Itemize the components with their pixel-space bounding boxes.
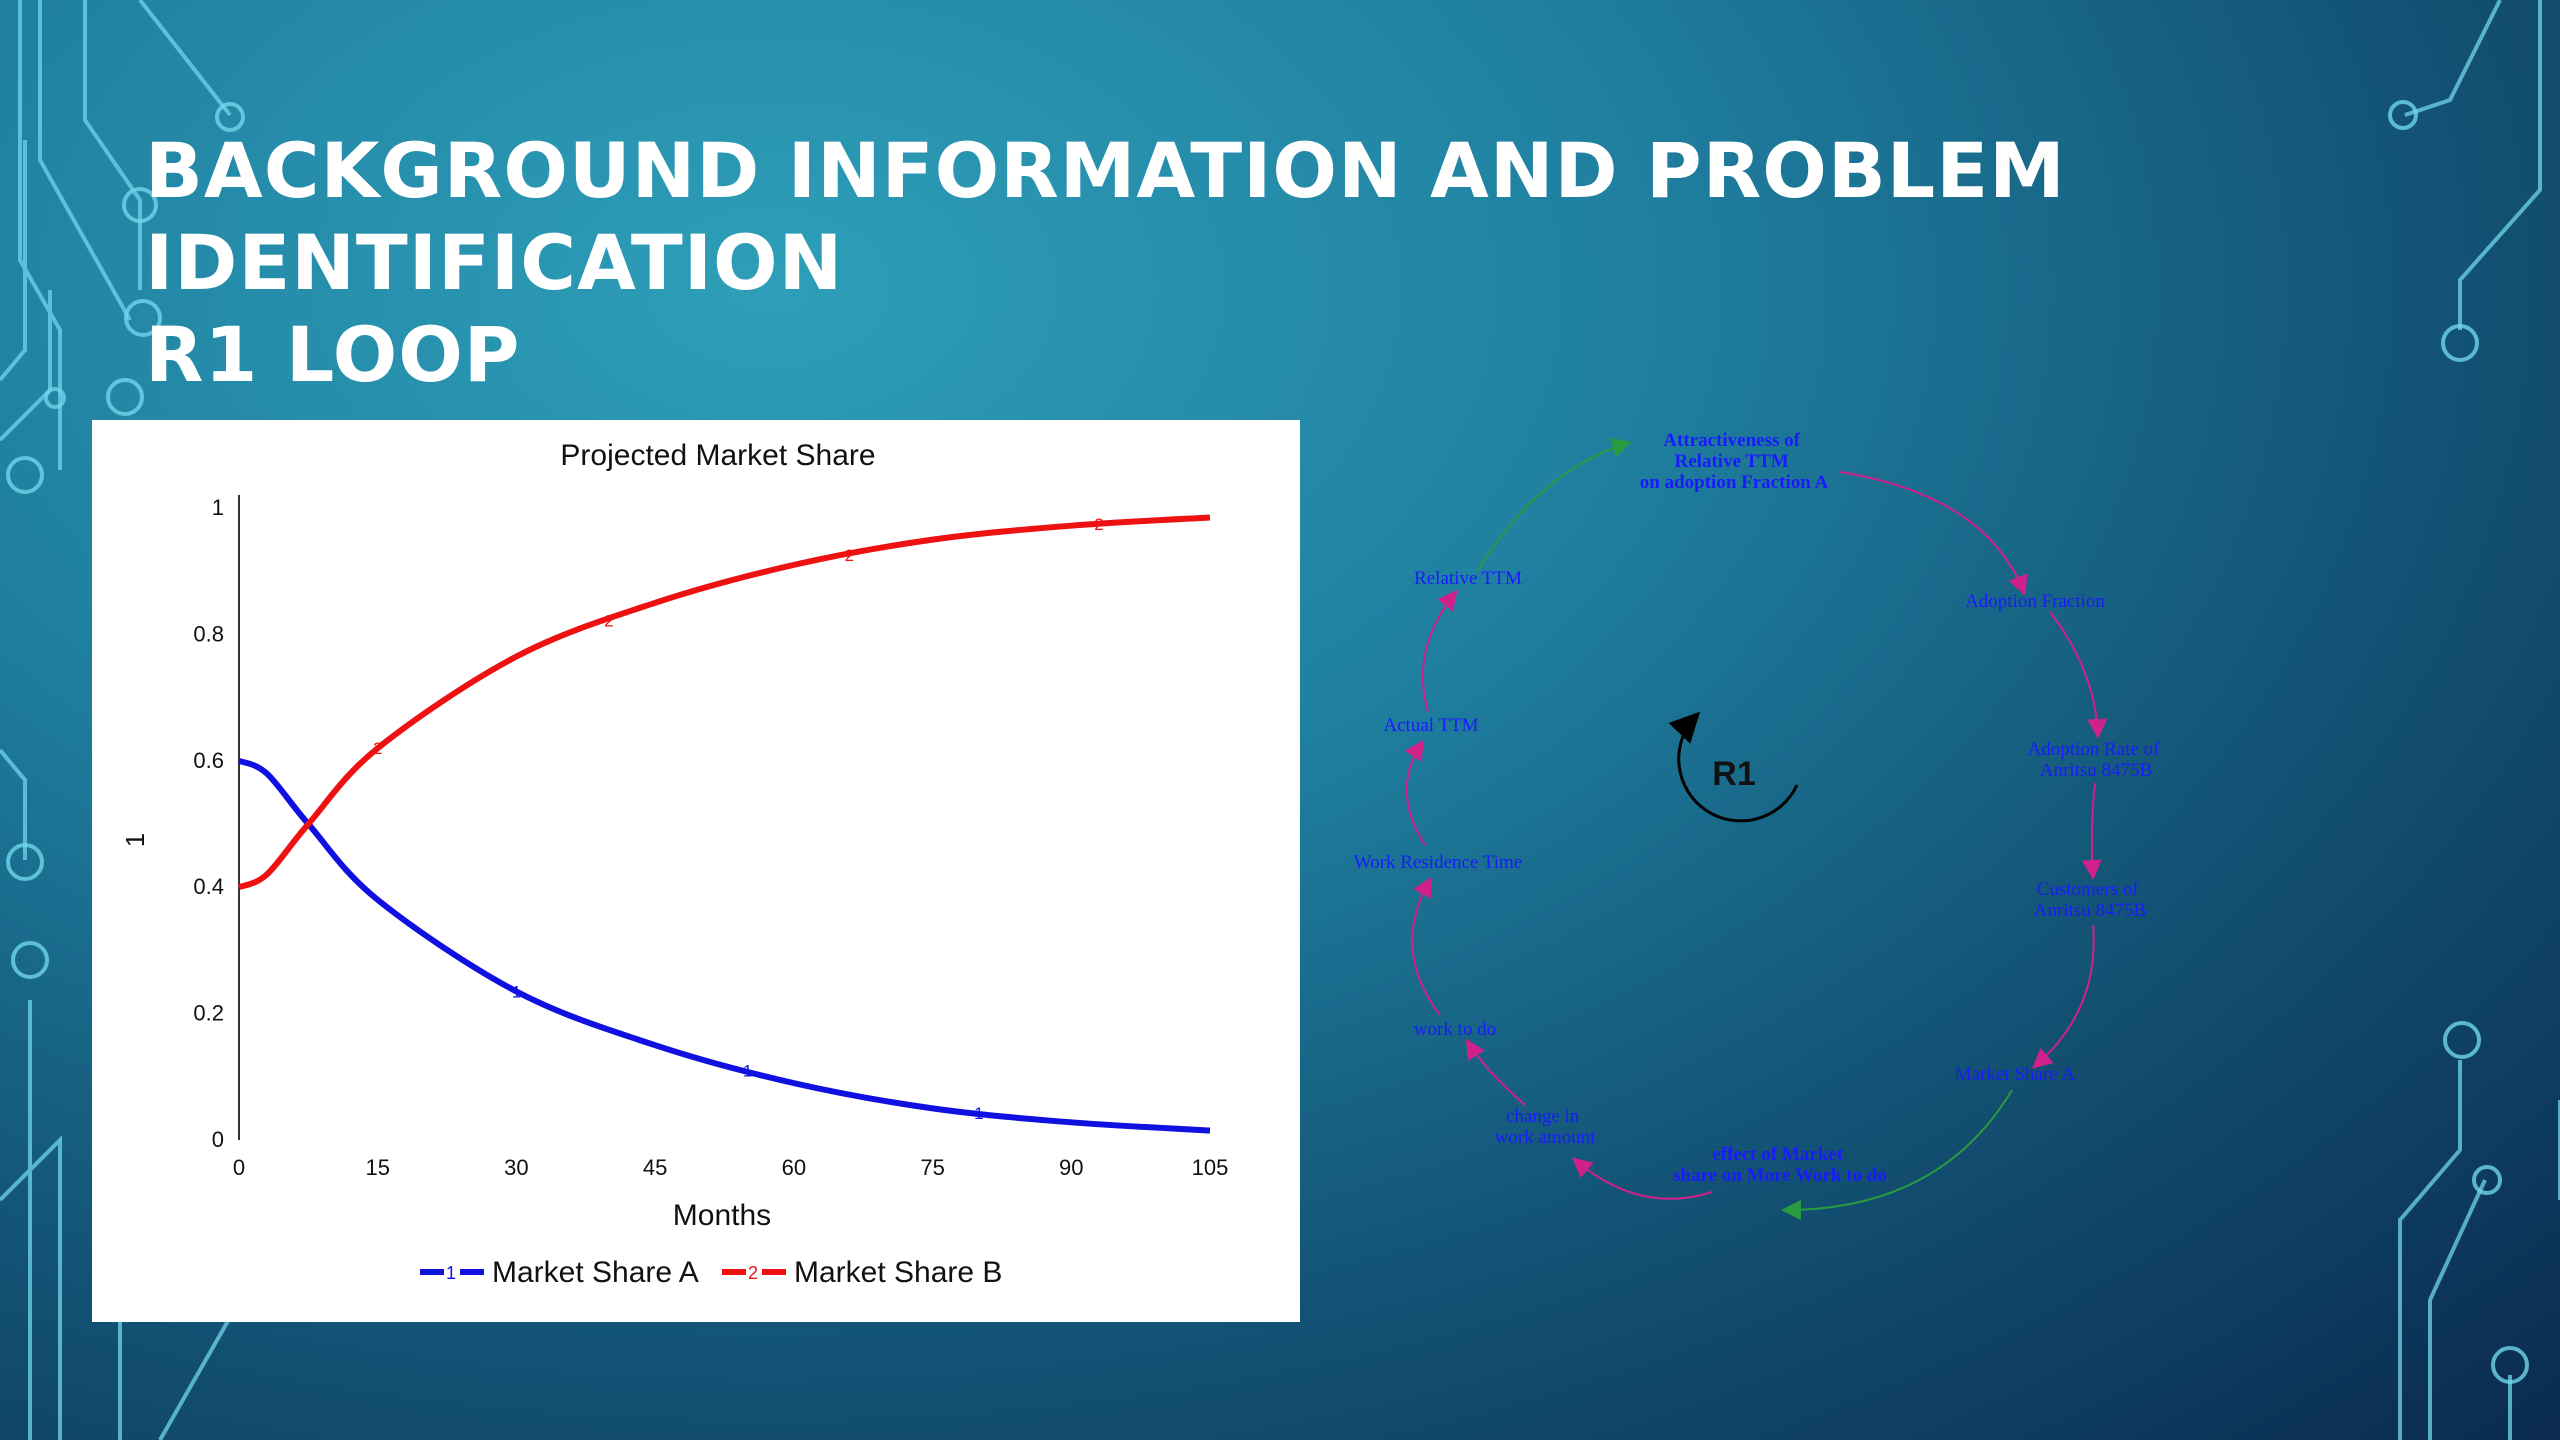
slide-title: BACKGROUND INFORMATION AND PROBLEM IDENT…	[145, 125, 2560, 401]
link-effect-to-change-in-work	[1571, 1157, 1713, 1200]
series-marker-label: 2	[373, 739, 382, 758]
var-effect-of-market-share: effect of Market share on More Work to d…	[1673, 1144, 1887, 1186]
legend-label-b: Market Share B	[794, 1256, 1002, 1289]
var-work-to-do: work to do	[1414, 1019, 1496, 1040]
y-tick-label: 1	[212, 495, 224, 520]
link-attractiveness-to-adoption-fraction	[1839, 471, 2028, 596]
legend-label-a: Market Share A	[492, 1256, 699, 1289]
legend-marker-a: 1	[446, 1263, 456, 1283]
var-actual-ttm: Actual TTM	[1383, 715, 1478, 736]
chart-xlabel: Months	[673, 1199, 771, 1232]
slide-title-line2: R1 LOOP	[145, 310, 521, 399]
chart-title: Projected Market Share	[560, 439, 875, 472]
x-tick-label: 105	[1192, 1155, 1229, 1180]
var-adoption-fraction: Adoption Fraction	[1965, 591, 2105, 612]
x-tick-label: 60	[782, 1155, 806, 1180]
y-tick-label: 0	[212, 1127, 224, 1152]
y-tick-label: 0.6	[193, 748, 224, 773]
series-marker-label: 2	[845, 546, 854, 565]
link-residence-to-actual-ttm	[1404, 739, 1426, 846]
loop-arrow-icon	[1668, 711, 1799, 823]
var-adoption-rate: Adoption Rate of Anritsu 8475B	[2028, 739, 2165, 781]
chart-legend: 1 Market Share A 2 Market Share B	[420, 1256, 1002, 1289]
slide-title-line1: BACKGROUND INFORMATION AND PROBLEM IDENT…	[145, 126, 2066, 307]
x-tick-label: 45	[643, 1155, 667, 1180]
series-marker-label: 2	[1094, 515, 1103, 534]
series-line-market-share-b	[237, 514, 1211, 891]
series-marker-label: 1	[743, 1061, 752, 1080]
x-tick-label: 30	[504, 1155, 528, 1180]
link-customers-to-market-share	[2031, 924, 2095, 1069]
var-relative-ttm: Relative TTM	[1414, 568, 1522, 589]
loop-label: R1	[1712, 755, 1755, 793]
series-marker-label: 1	[974, 1104, 983, 1123]
x-tick-label: 75	[920, 1155, 944, 1180]
series-marker-label: 2	[604, 612, 613, 631]
market-share-chart: Projected Market Share Months 1 0 15 30 45 6…	[92, 420, 1300, 1322]
link-rate-to-customers	[2081, 782, 2102, 880]
legend-marker-b: 2	[748, 1263, 758, 1283]
chart-canvas: Projected Market Share Months 1 0 15 30 45 6…	[120, 439, 1228, 1289]
y-tick-label: 0.8	[193, 621, 224, 646]
var-change-in-work: change in work amount	[1495, 1106, 1597, 1148]
var-market-share-a: Market Share A	[1955, 1064, 2076, 1085]
chart-series: 1 1 1 2 2 2 2	[237, 514, 1211, 1134]
var-work-residence-time: Work Residence Time	[1354, 852, 1522, 873]
chart-ticks: 0 15 30 45 60 75 90 105 0 0.2 0.4 0.6 0.8 1	[193, 495, 1228, 1180]
link-adoption-fraction-to-rate	[2049, 611, 2108, 739]
link-change-to-work-to-do	[1465, 1038, 1526, 1106]
chart-ylabel: 1	[120, 833, 150, 847]
x-tick-label: 0	[233, 1155, 245, 1180]
x-tick-label: 90	[1059, 1155, 1083, 1180]
link-work-to-do-to-residence	[1411, 876, 1441, 1016]
link-market-share-to-effect	[1781, 1089, 2013, 1220]
x-tick-label: 15	[365, 1155, 389, 1180]
var-customers: Customers of Anritsu 8475B	[2034, 879, 2146, 921]
link-actual-ttm-to-relative	[1421, 589, 1458, 713]
y-tick-label: 0.4	[193, 874, 224, 899]
series-marker-label: 1	[512, 982, 521, 1001]
link-relative-ttm-to-attractiveness	[1477, 438, 1632, 571]
y-tick-label: 0.2	[193, 1001, 224, 1026]
var-attractiveness: Attractiveness of Relative TTM on adopti…	[1640, 430, 1829, 493]
